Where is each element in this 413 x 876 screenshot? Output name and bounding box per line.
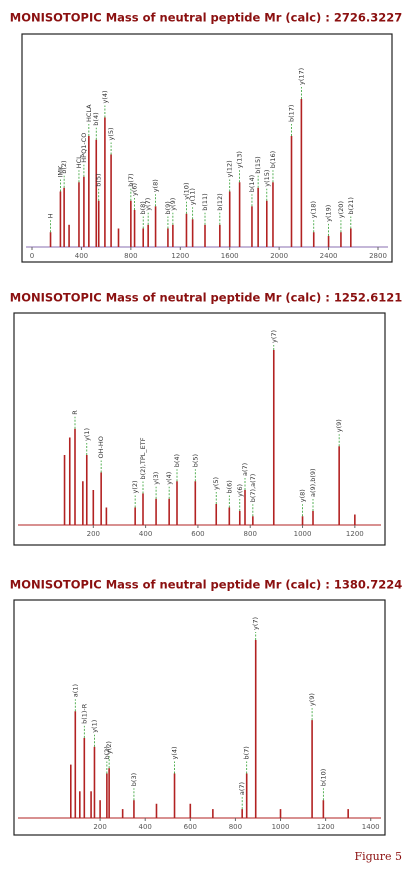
- peak-label: b(21): [347, 197, 355, 214]
- peak-label: R: [71, 410, 79, 415]
- peak-label: y(13): [236, 151, 244, 168]
- x-tick-label: 800: [229, 823, 242, 831]
- x-tick-label: 1000: [294, 530, 312, 538]
- peak-label: b(7): [243, 746, 251, 759]
- peak-label: a(9),b(9): [309, 468, 317, 497]
- peak-label: y(4): [171, 746, 179, 759]
- peak-label: y(6): [236, 484, 244, 497]
- x-tick-label: 600: [184, 823, 197, 831]
- peak-label: b(4): [92, 112, 100, 125]
- x-tick-label: 200: [93, 823, 106, 831]
- peak-label: H: [47, 213, 55, 218]
- peak-label: y(4): [165, 472, 173, 485]
- peak-label: b(7),a(7): [249, 474, 257, 503]
- peak-label: b(10): [319, 769, 327, 786]
- peak-label: b(7): [127, 173, 135, 186]
- peak-label: b(1)-R: [80, 703, 88, 724]
- peak-label: b(3): [130, 773, 138, 786]
- peak-label: y(10): [182, 182, 190, 199]
- peak-label: y(2): [131, 480, 139, 493]
- peak-label: y(1): [83, 428, 91, 441]
- peak-label: b(4): [173, 454, 181, 467]
- peak-label: y(1): [90, 720, 98, 733]
- peak-label: HCL: [75, 155, 83, 168]
- peak-label: y(7): [144, 198, 152, 211]
- peak-label: y(7): [270, 330, 278, 343]
- panel-title: MONISOTOPIC Mass of neutral peptide Mr (…: [10, 291, 403, 305]
- peak-label: y(6): [131, 183, 139, 196]
- x-tick-label: 800: [244, 530, 257, 538]
- peak-label: HCLA: [85, 104, 93, 122]
- peak-label: y(18): [310, 201, 318, 218]
- peak-label: b(5): [95, 173, 103, 186]
- x-tick-label: 600: [191, 530, 204, 538]
- peak-label: y(12): [226, 160, 234, 177]
- peak-label: b(15): [254, 156, 262, 173]
- peak-label: y(8): [299, 489, 307, 502]
- x-tick-label: 2400: [320, 252, 338, 260]
- peak-label: y(11): [189, 188, 197, 205]
- x-tick-label: 400: [139, 530, 152, 538]
- peak-label: y(9): [335, 419, 343, 432]
- peak-label: b(9): [164, 201, 172, 214]
- peak-label: y(9): [308, 693, 316, 706]
- peak-label: b(2),TPL_ETF: [139, 437, 147, 479]
- peak-label: b(11): [201, 193, 209, 210]
- x-tick-label: 200: [87, 530, 100, 538]
- peak-label: b(8): [139, 201, 147, 214]
- x-tick-label: 2000: [270, 252, 288, 260]
- x-tick-label: 800: [124, 252, 137, 260]
- panel-frame: [13, 312, 386, 546]
- peak-label: y(15): [263, 170, 271, 187]
- peak-label: y(19): [325, 205, 333, 222]
- peak-label: b(5): [191, 454, 199, 467]
- peak-label: y(2): [105, 741, 113, 754]
- x-tick-label: 400: [139, 823, 152, 831]
- x-tick-label: 1200: [171, 252, 189, 260]
- peak-label: y(3): [152, 472, 160, 485]
- peak-label: OH-HO: [97, 436, 105, 458]
- peak-label: y(4): [101, 90, 109, 103]
- peak-label: y(5): [107, 127, 115, 140]
- panel-title: MONISOTOPIC Mass of neutral peptide Mr (…: [10, 11, 403, 25]
- panel-frame: [21, 33, 393, 263]
- x-tick-label: 1600: [221, 252, 239, 260]
- x-tick-label: 1200: [346, 530, 364, 538]
- peak-label: b(6): [225, 480, 233, 493]
- peak-label: b(12): [216, 193, 224, 210]
- x-tick-label: 1200: [317, 823, 335, 831]
- panel-frame: [13, 599, 386, 836]
- peak-label: HPQ1-CO: [80, 133, 88, 163]
- peak-label: a(7): [241, 463, 249, 476]
- peak-label: b(14): [248, 175, 256, 192]
- peak-label: b(17): [288, 105, 296, 122]
- peak-label: y(17): [297, 68, 305, 85]
- panel-title: MONISOTOPIC Mass of neutral peptide Mr (…: [10, 578, 403, 592]
- peak-label: b(2): [103, 746, 111, 759]
- peak-label: IMK: [56, 165, 64, 178]
- peak-label: b(16): [269, 151, 277, 168]
- x-tick-label: 400: [75, 252, 88, 260]
- x-tick-label: 1000: [272, 823, 290, 831]
- caption: Figure 5: [354, 850, 402, 863]
- peak-label: b(2): [60, 160, 68, 173]
- peak-label: y(5): [212, 477, 220, 490]
- peak-label: y(9): [169, 198, 177, 211]
- x-tick-label: 2800: [369, 252, 387, 260]
- peak-label: a(1): [71, 684, 79, 697]
- peak-label: y(7): [252, 617, 260, 630]
- peak-label: y(20): [337, 201, 345, 218]
- peak-label: a(7): [238, 782, 246, 795]
- x-tick-label: 1400: [362, 823, 380, 831]
- peak-label: y(8): [152, 179, 160, 192]
- x-tick-label: 0: [30, 252, 34, 260]
